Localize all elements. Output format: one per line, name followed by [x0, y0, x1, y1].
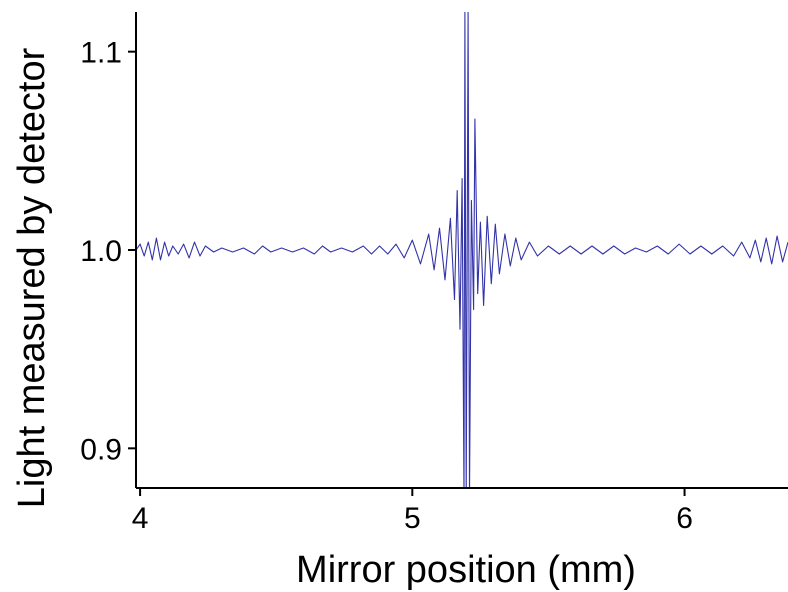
y-tick-label: 1.1: [80, 37, 122, 70]
x-tick-label: 6: [676, 502, 693, 535]
y-axis-title: Light measured by detector: [11, 47, 53, 508]
series-line-0: [136, 12, 788, 488]
x-tick-label: 5: [404, 502, 421, 535]
x-axis-title: Mirror position (mm): [296, 549, 636, 591]
y-tick-label: 1.0: [80, 235, 122, 268]
ticks: 4 5 6 0.9 1.0 1.1: [80, 37, 693, 535]
y-tick-label: 0.9: [80, 433, 122, 466]
x-tick-label: 4: [132, 502, 149, 535]
plot-area: [136, 12, 788, 488]
